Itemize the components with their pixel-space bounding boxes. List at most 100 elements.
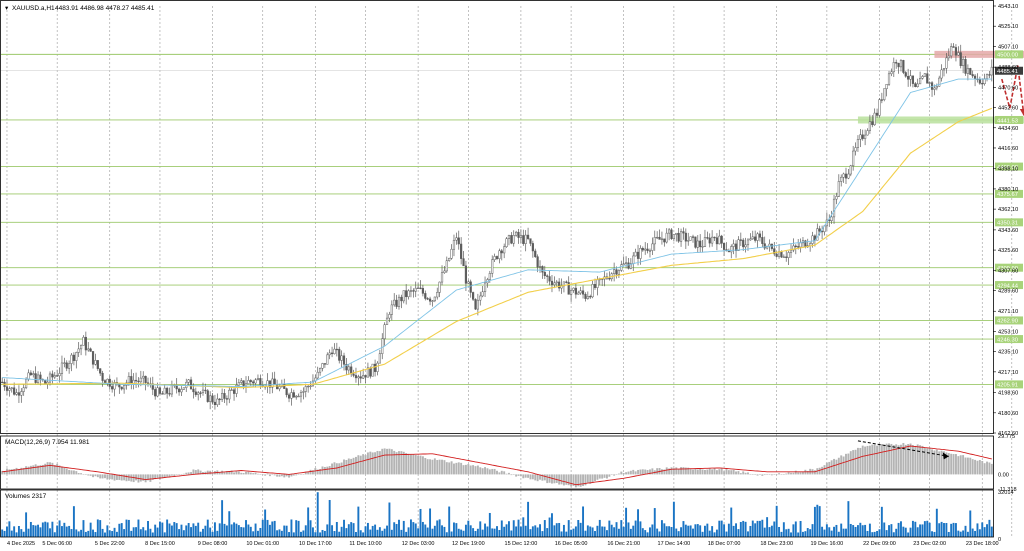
candle-body	[22, 387, 25, 392]
candle-body	[541, 266, 544, 273]
macd-bar	[629, 470, 632, 475]
candle-body	[565, 281, 568, 283]
macd-bar	[398, 451, 400, 475]
volume-bar	[37, 524, 40, 537]
volume-bar	[677, 531, 680, 537]
macd-bar	[840, 455, 843, 475]
volume-bar	[328, 500, 331, 537]
volume-bar	[364, 526, 367, 537]
macd-bar	[355, 456, 357, 475]
volume-bar	[75, 529, 78, 537]
candle-body	[347, 366, 350, 371]
price-axis: 4500.00 4441.53 4400.00 4375.67 4350.31 4309.…	[993, 4, 1023, 543]
volume-bar	[1, 529, 4, 537]
macd-bar	[727, 470, 730, 475]
time-axis: 4 Dec 2025 5 Dec 06:00 5 Dec 22:00 8 Dec 15…	[7, 541, 999, 547]
candle-body	[84, 336, 87, 351]
volume-bar	[911, 520, 914, 537]
candle-body	[907, 76, 910, 80]
volume-bar	[919, 524, 922, 537]
macd-bar	[637, 469, 639, 475]
macd-tick-label: 0.00	[998, 472, 1009, 478]
candle-body	[405, 290, 408, 298]
y-tick-label: 4362.10	[998, 207, 1018, 213]
candle-body	[546, 275, 549, 277]
volume-bar	[457, 528, 460, 537]
candle-body	[357, 376, 360, 379]
volume-bar	[775, 505, 778, 537]
volume-bar	[154, 524, 157, 537]
volume-bar	[904, 527, 907, 537]
candle-body	[228, 389, 231, 400]
volume-bar	[524, 525, 527, 537]
macd-bar	[974, 459, 977, 475]
volume-bar	[498, 529, 501, 537]
volume-bar	[70, 529, 73, 537]
y-tick-label: 4343.60	[998, 228, 1018, 234]
volume-bar	[192, 523, 195, 537]
volume-bar	[280, 530, 283, 537]
x-tick-label: 9 Dec 08:00	[198, 541, 228, 547]
macd-bar	[711, 469, 714, 475]
candle-body	[199, 392, 202, 394]
macd-bar	[880, 443, 883, 475]
macd-bar	[818, 467, 821, 475]
volume-bar	[656, 528, 659, 537]
candle-body	[330, 352, 334, 355]
macd-bar	[775, 474, 778, 475]
candle-body	[400, 296, 403, 302]
candle-body	[448, 257, 451, 261]
macd-bar	[190, 472, 192, 475]
candle-body	[146, 382, 150, 384]
macd-bar	[412, 454, 415, 475]
volume-bar	[966, 531, 969, 537]
macd-bar	[328, 466, 331, 475]
candle-body	[328, 352, 331, 356]
candle-body	[127, 376, 130, 383]
macd-bar	[670, 467, 673, 475]
macd-bar	[13, 468, 16, 475]
macd-bar	[127, 474, 130, 481]
macd-bar	[82, 474, 85, 475]
candle-body	[397, 296, 401, 307]
volume-bar	[531, 526, 534, 537]
candle-body	[187, 379, 190, 383]
macd-bar	[104, 474, 106, 479]
macd-bar	[113, 474, 116, 481]
macd-panel-frame	[0, 435, 994, 490]
macd-bar	[990, 463, 993, 475]
volume-bar	[233, 522, 236, 537]
macd-bar	[770, 474, 773, 476]
macd-bar	[235, 471, 238, 475]
volume-bar	[366, 522, 369, 537]
macd-bar	[558, 474, 561, 485]
volume-bar	[467, 520, 470, 537]
volume-bar	[135, 527, 138, 537]
volume-bar	[230, 524, 233, 537]
macd-bar	[419, 455, 422, 475]
volume-bar	[213, 522, 216, 537]
candle-body	[491, 259, 494, 274]
volume-bar	[560, 531, 563, 537]
macd-bar	[56, 463, 59, 475]
volume-bar	[25, 512, 28, 537]
candle-body	[106, 378, 109, 384]
macd-bar	[868, 445, 871, 475]
candle-body	[134, 379, 138, 382]
candle-body	[338, 348, 341, 361]
volume-bar	[892, 532, 895, 537]
candle-body	[156, 387, 159, 397]
candle-body	[852, 150, 855, 167]
macd-bar	[911, 444, 914, 475]
candle-body	[665, 232, 668, 243]
candle-body	[223, 393, 226, 399]
candle-body	[529, 238, 532, 244]
candle-body	[751, 236, 754, 240]
level-tag-label: 4205.91	[997, 383, 1018, 389]
volume-bar	[400, 529, 403, 537]
candle-body	[641, 247, 644, 251]
candle-body	[87, 348, 90, 351]
macd-bar	[388, 448, 391, 475]
y-tick-label: 4507.10	[998, 44, 1018, 50]
